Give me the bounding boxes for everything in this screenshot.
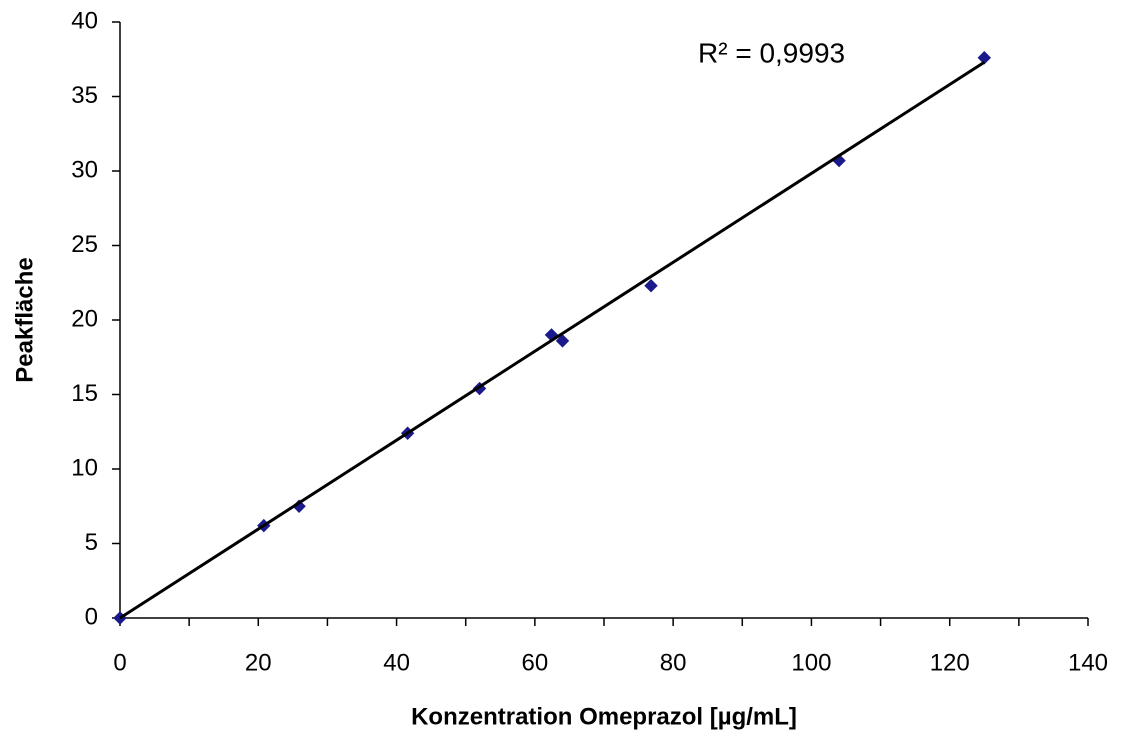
y-tick-label: 35	[71, 82, 98, 109]
data-point	[977, 51, 991, 65]
y-tick-label: 40	[71, 7, 98, 34]
y-tick-label: 30	[71, 156, 98, 183]
y-tick-label: 20	[71, 305, 98, 332]
data-point	[644, 279, 658, 293]
x-tick-label: 80	[660, 649, 687, 676]
annotation: R² = 0,9993	[698, 37, 845, 68]
y-axis-label: Peakfläche	[11, 257, 38, 382]
y-tick-label: 25	[71, 231, 98, 258]
x-tick-label: 100	[791, 649, 831, 676]
x-tick-label: 140	[1068, 649, 1108, 676]
x-tick-label: 120	[930, 649, 970, 676]
x-tick-label: 60	[522, 649, 549, 676]
y-tick-label: 10	[71, 454, 98, 481]
x-axis-label: Konzentration Omeprazol [µg/mL]	[411, 703, 797, 730]
y-tick-label: 5	[85, 529, 98, 556]
y-tick-label: 15	[71, 380, 98, 407]
x-tick-label: 0	[113, 649, 126, 676]
y-tick-label: 0	[85, 603, 98, 630]
x-tick-label: 20	[245, 649, 272, 676]
data-point	[555, 334, 570, 348]
x-tick-label: 40	[383, 649, 410, 676]
trendline	[119, 60, 986, 620]
